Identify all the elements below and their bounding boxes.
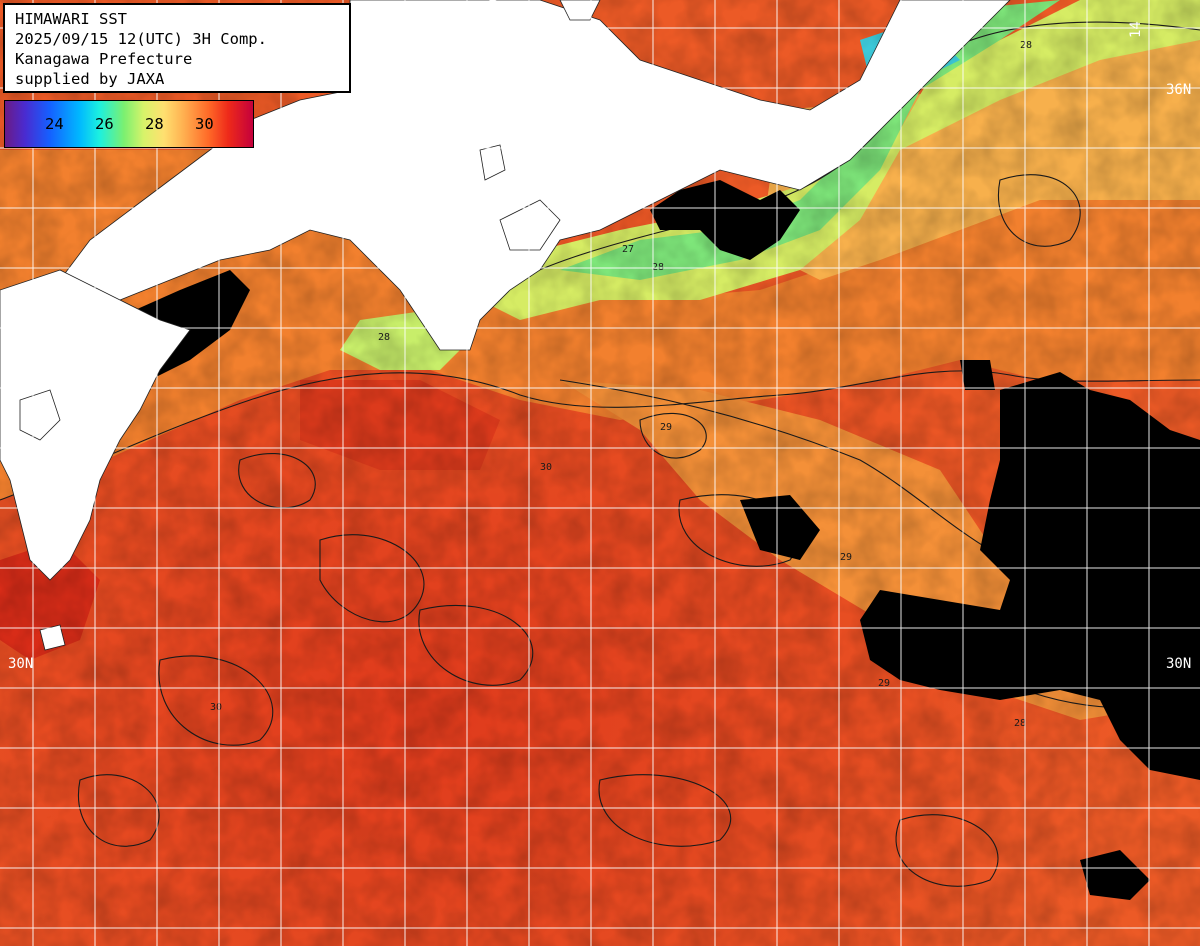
- island: [499, 199, 561, 251]
- legend-tick-28: 28: [145, 115, 164, 133]
- contour-label-30: 30: [540, 462, 552, 473]
- lon-label-14x: 14: [1128, 21, 1144, 38]
- island: [479, 144, 506, 181]
- contour-label-30: 30: [210, 702, 222, 713]
- lat-label-30n-left: 30N: [8, 656, 33, 672]
- contour-label-29: 29: [878, 678, 890, 689]
- data-source: supplied by JAXA: [15, 70, 165, 88]
- cloud-speck: [960, 360, 995, 390]
- contour-label-29: 29: [660, 422, 672, 433]
- lat-label-30n-right: 30N: [1166, 656, 1191, 672]
- cloud-mask-east: [860, 372, 1200, 780]
- legend-tick-24: 24: [45, 115, 64, 133]
- island: [19, 389, 61, 441]
- legend-tick-26: 26: [95, 115, 114, 133]
- info-panel: HIMAWARI SST 2025/09/15 12(UTC) 3H Comp.…: [3, 3, 351, 93]
- cloud-mask-izu: [650, 180, 800, 260]
- contour-label-28: 28: [378, 332, 390, 343]
- color-scale-legend: 24 26 28 30: [4, 100, 254, 148]
- legend-tick-30: 30: [195, 115, 214, 133]
- contour-label-27: 27: [622, 244, 634, 255]
- island: [39, 624, 66, 651]
- contour-label-29: 29: [840, 552, 852, 563]
- cloud-mask-south: [1080, 850, 1150, 900]
- lat-label-36n: 36N: [1166, 82, 1191, 98]
- lon-label-140: 140: [486, 0, 502, 24]
- contour-label-28: 28: [1014, 718, 1026, 729]
- timestamp: 2025/09/15 12(UTC) 3H Comp.: [15, 30, 267, 48]
- contour-label-28: 28: [1020, 40, 1032, 51]
- honshu-landmass: [59, 0, 1011, 351]
- cloud-mask-center: [740, 495, 820, 560]
- product-title: HIMAWARI SST: [15, 10, 127, 28]
- organization: Kanagawa Prefecture: [15, 50, 193, 68]
- island: [559, 0, 601, 21]
